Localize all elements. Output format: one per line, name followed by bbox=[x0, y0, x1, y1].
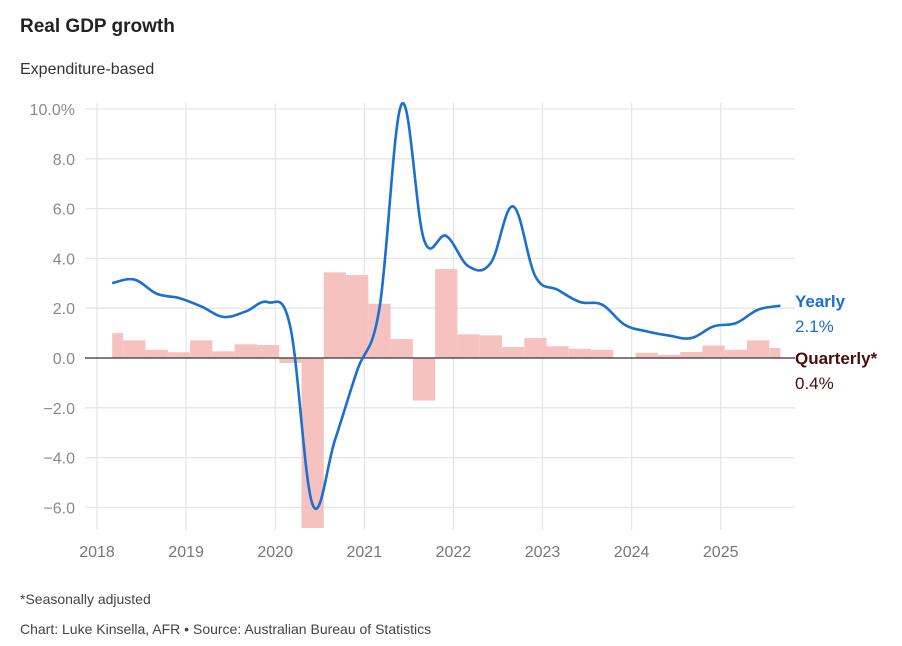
x-tick-label: 2020 bbox=[257, 544, 293, 561]
quarterly-bar bbox=[546, 346, 569, 358]
yearly-label: Yearly bbox=[795, 292, 846, 311]
quarterly-bar bbox=[435, 269, 458, 358]
y-tick-label: 8.0 bbox=[53, 152, 75, 169]
quarterly-bar bbox=[167, 352, 191, 358]
quarterly-bar bbox=[591, 349, 614, 358]
yearly-value: 2.1% bbox=[795, 317, 834, 336]
chart-title: Real GDP growth bbox=[20, 16, 175, 37]
quarterly-bar bbox=[212, 351, 235, 358]
x-tick-label: 2018 bbox=[79, 544, 115, 561]
quarterly-label: Quarterly* bbox=[795, 349, 878, 368]
quarterly-bar bbox=[724, 349, 747, 358]
quarterly-bar bbox=[568, 348, 592, 358]
quarterly-value: 0.4% bbox=[795, 374, 834, 393]
x-tick-label: 2022 bbox=[436, 544, 472, 561]
quarterly-bar bbox=[635, 352, 658, 358]
yearly-line bbox=[111, 102, 781, 510]
gridlines bbox=[85, 103, 795, 530]
quarterly-bar bbox=[412, 358, 436, 401]
quarterly-bar bbox=[301, 358, 324, 528]
quarterly-bar bbox=[346, 275, 369, 358]
x-tick-label: 2025 bbox=[703, 544, 739, 561]
x-tick-label: 2023 bbox=[525, 544, 561, 561]
quarterly-bar bbox=[190, 340, 213, 358]
footnote: *Seasonally adjusted bbox=[20, 591, 151, 607]
x-tick-label: 2024 bbox=[614, 544, 650, 561]
quarterly-bar bbox=[234, 344, 257, 358]
x-tick-label: 2021 bbox=[347, 544, 383, 561]
y-tick-label: 6.0 bbox=[53, 202, 75, 219]
quarterly-bars bbox=[112, 269, 781, 528]
quarterly-bar bbox=[279, 358, 302, 363]
y-axis-ticks: 10.0% 8.0 6.0 4.0 2.0 0.0 −2.0 −4.0 −6.0 bbox=[30, 102, 75, 517]
chart-subtitle: Expenditure-based bbox=[20, 61, 155, 78]
x-axis-ticks: 2018 2019 2020 2021 2022 2023 2024 2025 bbox=[79, 544, 738, 561]
quarterly-bar bbox=[702, 345, 725, 358]
quarterly-bar bbox=[145, 349, 168, 358]
quarterly-bar bbox=[457, 334, 480, 358]
y-tick-label: −2.0 bbox=[43, 401, 75, 418]
x-tick-label: 2019 bbox=[168, 544, 204, 561]
quarterly-bar bbox=[501, 347, 525, 358]
quarterly-bar bbox=[479, 335, 502, 358]
quarterly-bar bbox=[680, 352, 703, 358]
quarterly-bar bbox=[368, 303, 391, 358]
quarterly-bar bbox=[256, 345, 280, 358]
quarterly-bar bbox=[390, 339, 413, 358]
y-tick-label: −6.0 bbox=[43, 500, 75, 517]
y-tick-label: 0.0 bbox=[53, 351, 75, 368]
y-tick-label: 10.0% bbox=[30, 102, 75, 119]
y-tick-label: 2.0 bbox=[53, 301, 75, 318]
quarterly-bar bbox=[524, 338, 547, 358]
quarterly-bar bbox=[123, 340, 146, 358]
source-credit: Chart: Luke Kinsella, AFR • Source: Aust… bbox=[20, 621, 432, 637]
quarterly-bar bbox=[112, 333, 124, 358]
quarterly-bar bbox=[323, 272, 347, 358]
quarterly-bar bbox=[746, 340, 770, 358]
quarterly-bar bbox=[769, 348, 781, 358]
y-tick-label: −4.0 bbox=[43, 451, 75, 468]
y-tick-label: 4.0 bbox=[53, 251, 75, 268]
quarterly-bar bbox=[657, 354, 681, 358]
